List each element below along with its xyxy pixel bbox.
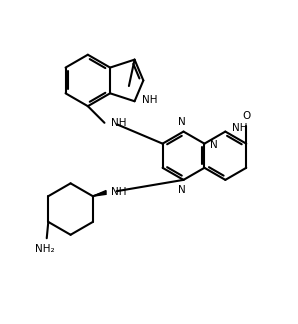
- Text: NH: NH: [111, 187, 127, 197]
- Text: O: O: [242, 111, 250, 121]
- Text: N: N: [178, 185, 186, 195]
- Text: NH₂: NH₂: [35, 244, 55, 254]
- Text: NH: NH: [232, 123, 248, 133]
- Text: NH: NH: [142, 95, 158, 105]
- Text: NH: NH: [111, 118, 127, 128]
- Text: N: N: [178, 117, 186, 127]
- Polygon shape: [93, 191, 106, 196]
- Text: N: N: [210, 140, 218, 150]
